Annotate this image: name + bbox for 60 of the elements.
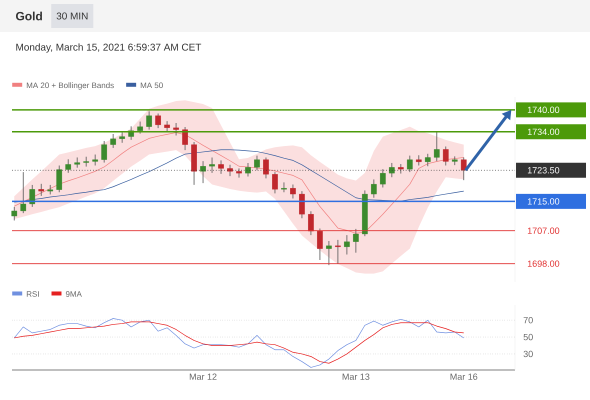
y-tick-label: 1723.50: [528, 167, 560, 174]
candlestick: [353, 228, 359, 254]
candlestick: [218, 160, 224, 174]
y-tick-label: 1698.00: [528, 260, 560, 267]
candlestick: [416, 154, 422, 166]
y-tick-label: 1740.00: [528, 106, 560, 114]
candlestick: [137, 121, 143, 134]
x-tick-label: Mar 16: [450, 374, 478, 380]
candlestick: [38, 183, 44, 196]
candlestick: [101, 140, 107, 163]
candlestick: [398, 164, 404, 174]
candlestick: [11, 206, 18, 221]
y-tick-label: 70: [524, 317, 533, 324]
candlestick: [263, 157, 269, 179]
x-tick-label: Mar 12: [190, 374, 217, 380]
candlestick: [344, 234, 350, 255]
y-tick-label: 30: [524, 350, 533, 358]
y-tick-label: 1715.00: [528, 198, 560, 205]
candlestick: [254, 155, 260, 171]
candlestick: [308, 210, 314, 236]
y-tick-label: 50: [524, 334, 533, 340]
candlestick: [245, 162, 251, 177]
chart-title: Gold: [16, 12, 42, 20]
candlestick: [209, 157, 215, 174]
candlestick: [434, 131, 440, 162]
candlestick: [29, 184, 36, 208]
chart-subtitle: 30 MIN: [56, 12, 88, 20]
candlestick: [200, 160, 206, 184]
candlestick: [272, 172, 278, 194]
candlestick: [371, 179, 377, 198]
candlestick: [83, 156, 90, 168]
candlestick: [56, 165, 62, 193]
candlestick: [110, 134, 116, 148]
candlestick: [20, 172, 26, 214]
text: Monday, March 15, 2021 6:59:37 AM CET: [16, 43, 202, 53]
x-tick-label: Mar 13: [342, 374, 370, 380]
candlestick: [65, 158, 72, 174]
candlestick: [182, 126, 188, 151]
y-tick-label: 1734.00: [528, 128, 560, 135]
candlestick: [92, 154, 98, 166]
candlestick: [119, 131, 125, 144]
candlestick: [380, 168, 386, 188]
candlestick: [442, 146, 449, 166]
candlestick: [460, 157, 467, 181]
candlestick: [388, 162, 395, 178]
y-tick-label: 1707.00: [528, 228, 560, 234]
candlestick: [317, 228, 323, 260]
candlestick: [155, 113, 161, 129]
candlestick: [146, 110, 152, 130]
candlestick: [424, 153, 431, 167]
candlestick: [326, 240, 332, 266]
candlestick: [74, 157, 80, 168]
candlestick: [335, 239, 341, 264]
candlestick: [406, 155, 413, 172]
candlestick: [281, 182, 287, 193]
candlestick: [299, 190, 305, 219]
candlestick: [173, 122, 179, 136]
candlestick: [47, 184, 54, 195]
candlestick: [236, 168, 242, 178]
candlestick: [290, 184, 296, 199]
